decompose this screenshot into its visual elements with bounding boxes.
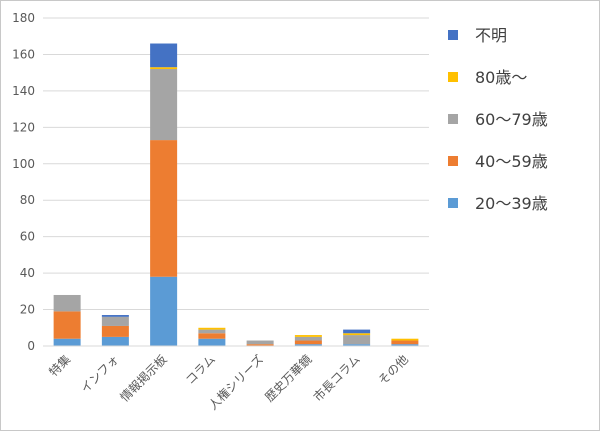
bar-segment	[101, 315, 129, 317]
bar-segment	[150, 43, 178, 68]
x-tick-label: コラム	[183, 352, 218, 387]
legend-swatch	[448, 198, 458, 208]
legend-label: 40～59歳	[475, 152, 548, 171]
bar-segment	[101, 316, 129, 326]
bar-segment	[246, 344, 274, 346]
bar-segment	[343, 333, 371, 336]
legend-swatch	[448, 72, 458, 82]
y-tick-label: 80	[20, 193, 35, 207]
bar-segment	[53, 294, 81, 312]
bar-segment	[294, 336, 322, 341]
y-tick-label: 40	[20, 266, 35, 280]
bar-segment	[150, 276, 178, 346]
bar-segment	[343, 329, 371, 334]
grid-lines	[43, 17, 429, 311]
y-tick-label: 180	[12, 11, 35, 25]
bar-segment	[150, 67, 178, 70]
y-tick-label: 20	[20, 303, 35, 317]
bar-segment	[391, 338, 419, 341]
bar-segment	[53, 338, 81, 346]
x-tick-label: 情報掲示板	[117, 352, 170, 405]
bar-segment	[343, 344, 371, 346]
y-tick-label: 120	[12, 120, 35, 134]
bar-segment	[294, 344, 322, 346]
x-tick-label: 市長コラム	[310, 352, 363, 405]
y-tick-label: 160	[12, 47, 35, 61]
legend-swatch	[448, 156, 458, 166]
bar-segment	[198, 327, 226, 330]
legend-label: 20～39歳	[475, 194, 548, 213]
legend-swatch	[448, 114, 458, 124]
bar-segment	[246, 340, 274, 345]
x-tick-label: その他	[376, 352, 411, 387]
x-tick-label: 歴史万華鏡	[261, 352, 314, 405]
legend: 不明 80歳～ 60～79歳 40～59歳 20～39歳	[448, 26, 548, 213]
y-axis-ticks: 0 20 40 60 80 100 120 140 160 180	[12, 11, 35, 353]
bar-segment	[391, 344, 419, 346]
bar-segment	[391, 340, 419, 345]
bar-segment	[53, 311, 81, 339]
bar-segment	[101, 336, 129, 346]
x-tick-label: インフォ	[78, 352, 122, 396]
y-tick-label: 100	[12, 157, 35, 171]
bar-segment	[198, 329, 226, 334]
y-tick-label: 60	[20, 230, 35, 244]
y-tick-label: 0	[27, 339, 35, 353]
bar-segment	[294, 340, 322, 345]
bar-segment	[343, 335, 371, 345]
bar-segment	[198, 333, 226, 339]
bar-segment	[101, 325, 129, 337]
legend-label: 80歳～	[475, 68, 527, 87]
bar-segment	[150, 69, 178, 141]
bar-segment	[198, 338, 226, 346]
bar-segment	[150, 140, 178, 277]
legend-label: 60～79歳	[475, 110, 548, 129]
bars	[53, 43, 419, 346]
legend-swatch	[448, 30, 458, 40]
legend-label: 不明	[475, 26, 507, 45]
bar-segment	[294, 335, 322, 337]
y-tick-label: 140	[12, 84, 35, 98]
x-tick-label: 特集	[46, 352, 74, 380]
